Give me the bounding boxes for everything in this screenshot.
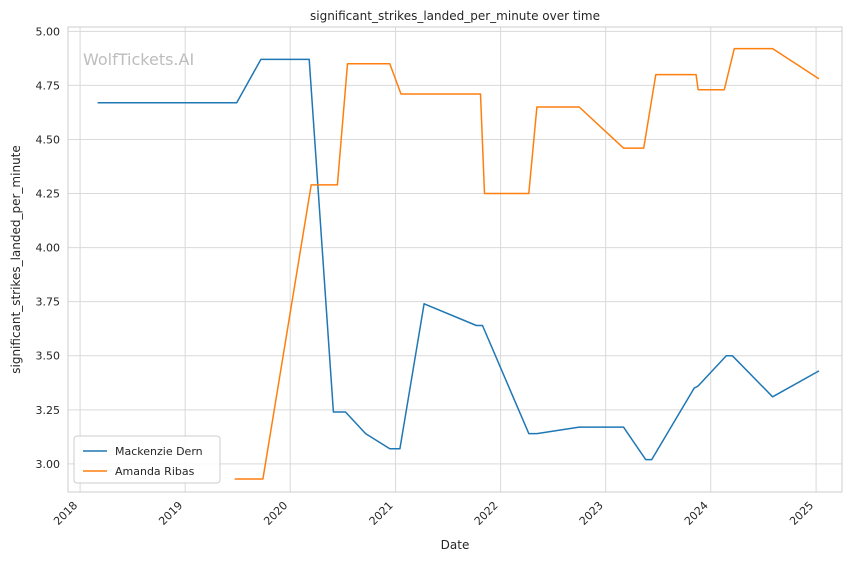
legend: Mackenzie Dern Amanda Ribas — [73, 435, 221, 484]
y-tick-label: 5.00 — [36, 25, 61, 38]
y-tick-label: 4.00 — [36, 242, 61, 255]
x-tick-label: 2023 — [577, 499, 606, 528]
x-tick-label: 2022 — [472, 499, 501, 528]
watermark-text: WolfTickets.AI — [83, 50, 194, 69]
chart-title: significant_strikes_landed_per_minute ov… — [310, 9, 600, 23]
x-tick-label: 2018 — [51, 499, 80, 528]
y-tick-label: 3.75 — [36, 296, 61, 309]
y-tick-label: 3.00 — [36, 458, 61, 471]
x-tick-label: 2021 — [367, 499, 396, 528]
y-tick-label: 4.75 — [36, 79, 61, 92]
y-tick-label: 3.25 — [36, 404, 61, 417]
series-lines — [97, 47, 820, 480]
x-tick-label: 2024 — [682, 499, 711, 528]
x-axis-title: Date — [441, 538, 470, 552]
legend-box — [73, 435, 221, 484]
x-tick-label: 2020 — [261, 499, 290, 528]
plot-area — [67, 26, 843, 493]
x-tick-label: 2025 — [787, 499, 816, 528]
y-axis-ticks: 3.00 3.25 3.50 3.75 4.00 4.25 4.50 4.75 5.00 — [36, 25, 61, 471]
series-line-2 — [234, 47, 820, 480]
x-tick-label: 2019 — [156, 499, 185, 528]
y-tick-label: 4.25 — [36, 188, 61, 201]
series-line-1 — [97, 58, 820, 461]
legend-label: Amanda Ribas — [115, 465, 195, 478]
legend-label: Mackenzie Dern — [115, 445, 203, 458]
y-axis-title: significant_strikes_landed_per_minute — [9, 145, 23, 374]
grid — [68, 27, 842, 492]
y-tick-label: 3.50 — [36, 350, 61, 363]
x-axis-ticks: 2018 2019 2020 2021 2022 2023 2024 2025 — [51, 499, 816, 528]
y-tick-label: 4.50 — [36, 133, 61, 146]
